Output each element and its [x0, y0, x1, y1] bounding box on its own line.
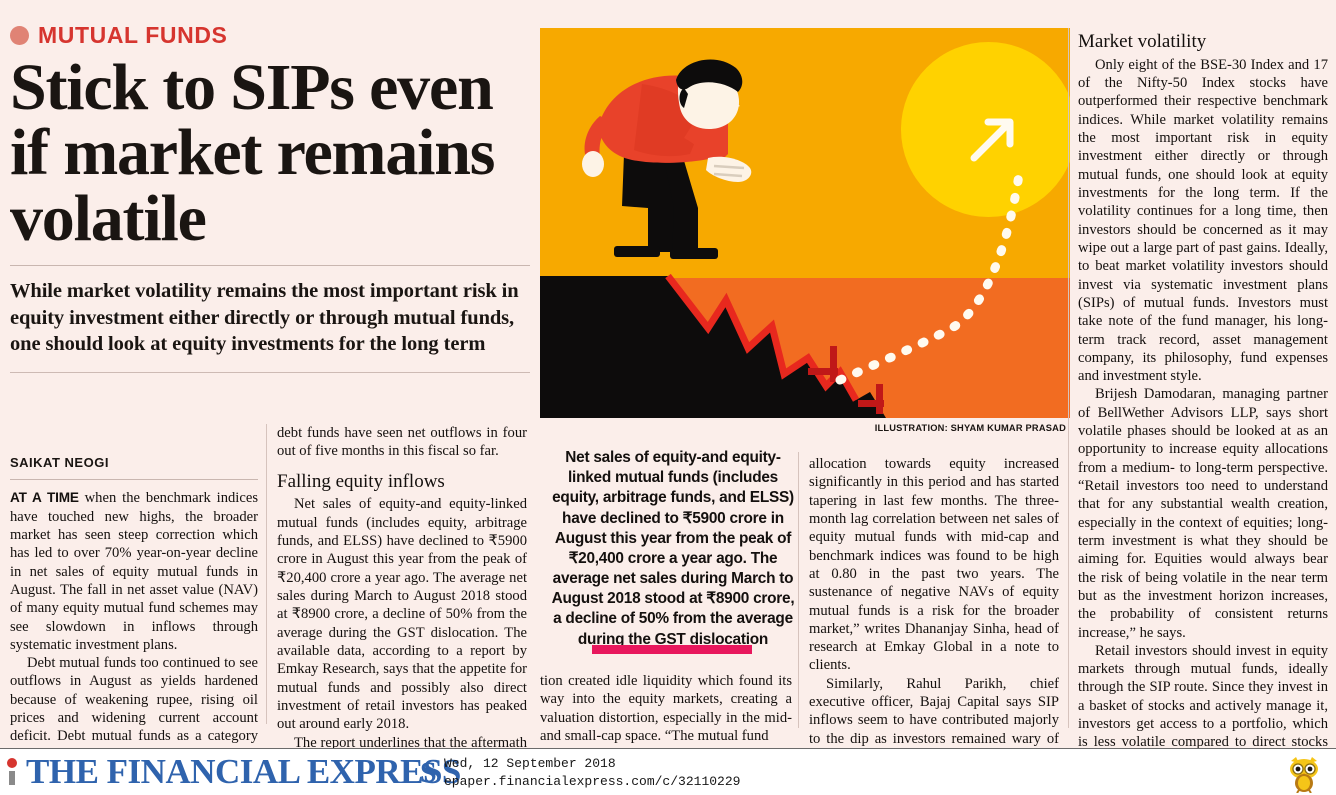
- byline: SAIKAT NEOGI: [10, 455, 109, 470]
- article-deck: While market volatility remains the most…: [10, 279, 519, 356]
- paragraph: allocation towards equity increased sign…: [809, 456, 1059, 674]
- sun-icon: [901, 42, 1070, 217]
- epaper-footer: THE FINANCIAL EXPRESS S Wed, 12 Septembe…: [0, 748, 1336, 795]
- arrow-up-icon: [970, 118, 1014, 162]
- issue-date: Wed, 12 September 2018: [444, 756, 616, 771]
- paragraph: Net sales of equity-and equity-linked mu…: [277, 496, 527, 733]
- fe-bullet-icon: [7, 758, 17, 785]
- illustration-image: [540, 28, 1070, 418]
- masthead-title: THE FINANCIAL EXPRESS: [26, 752, 461, 791]
- pull-quote-underline: [592, 645, 752, 654]
- body-column-1: SAIKAT NEOGI AT A TIME when the benchmar…: [10, 455, 258, 795]
- illustration-figure: ILLUSTRATION: SHYAM KUMAR PRASAD: [540, 28, 1070, 433]
- paragraph: Only eight of the BSE-30 Index and 17 of…: [1078, 56, 1328, 385]
- paragraph: debt funds have seen net outflows in fou…: [277, 425, 527, 460]
- kicker-label: MUTUAL FUNDS: [38, 22, 228, 48]
- deck-divider: [10, 371, 530, 373]
- dotted-recovery-path-graphic: [835, 163, 1025, 385]
- mountain-and-market-line-graphic: [540, 273, 886, 418]
- section-subhead: Market volatility: [1078, 31, 1207, 52]
- byline-divider: [10, 479, 258, 481]
- businessman-figure-icon: [582, 59, 752, 259]
- footer-meta: Wed, 12 September 2018 epaper.financiale…: [444, 755, 740, 791]
- fe-s-monogram-icon: S: [420, 756, 437, 789]
- paragraph-text: when the benchmark indices have touched …: [10, 490, 258, 653]
- bullet-dot-icon: [10, 26, 29, 45]
- paragraph: Brijesh Damodaran, managing partner of B…: [1078, 386, 1328, 641]
- article-body: MUTUAL FUNDS Stick to SIPs even if marke…: [10, 22, 1328, 795]
- headline-divider: [10, 264, 530, 266]
- body-column-2: debt funds have seen net outflows in fou…: [277, 424, 527, 770]
- epaper-url[interactable]: epaper.financialexpress.com/c/32110229: [444, 773, 741, 789]
- column-divider: [266, 424, 267, 724]
- body-column-5: Market volatility Only eight of the BSE-…: [1078, 30, 1328, 795]
- paragraph: AT A TIME when the benchmark indices hav…: [10, 489, 258, 654]
- pull-quote: Net sales of equity-and equity-linked mu…: [551, 449, 795, 648]
- owl-mascot-icon: [1290, 757, 1318, 793]
- body-column-4: allocation towards equity increased sign…: [809, 455, 1059, 795]
- body-column-3: tion created idle liquidity which found …: [540, 672, 792, 745]
- lead-in-text: AT A TIME: [10, 490, 79, 506]
- paragraph: tion created idle liquidity which found …: [540, 673, 792, 744]
- column-divider: [798, 452, 799, 728]
- column-divider: [1068, 28, 1069, 728]
- section-kicker: MUTUAL FUNDS: [10, 22, 530, 49]
- illustration-credit: ILLUSTRATION: SHYAM KUMAR PRASAD: [874, 423, 1066, 433]
- page-title: Stick to SIPs even if market remains vol…: [10, 51, 495, 255]
- headline-block: MUTUAL FUNDS Stick to SIPs even if marke…: [10, 22, 530, 385]
- section-subhead: Falling equity inflows: [277, 470, 445, 492]
